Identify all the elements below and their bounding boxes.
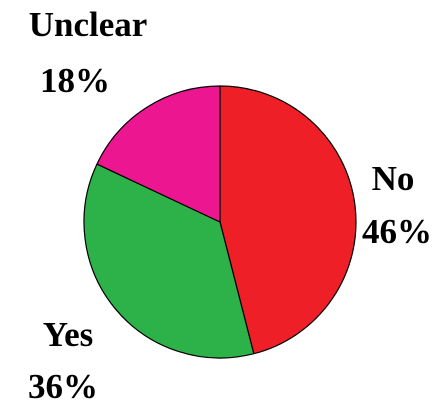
slice-value-unclear: 18% xyxy=(40,61,110,100)
slice-label-yes: Yes xyxy=(43,315,94,354)
slice-label-no: No xyxy=(372,159,415,198)
slice-label-unclear: Unclear xyxy=(29,5,148,44)
slice-value-no: 46% xyxy=(362,212,432,251)
pie-slices xyxy=(83,85,357,359)
pie-slice-yes xyxy=(83,163,255,359)
pie-slice-no xyxy=(219,85,357,355)
pie-slice-unclear xyxy=(96,85,221,223)
slice-value-yes: 36% xyxy=(28,367,98,404)
